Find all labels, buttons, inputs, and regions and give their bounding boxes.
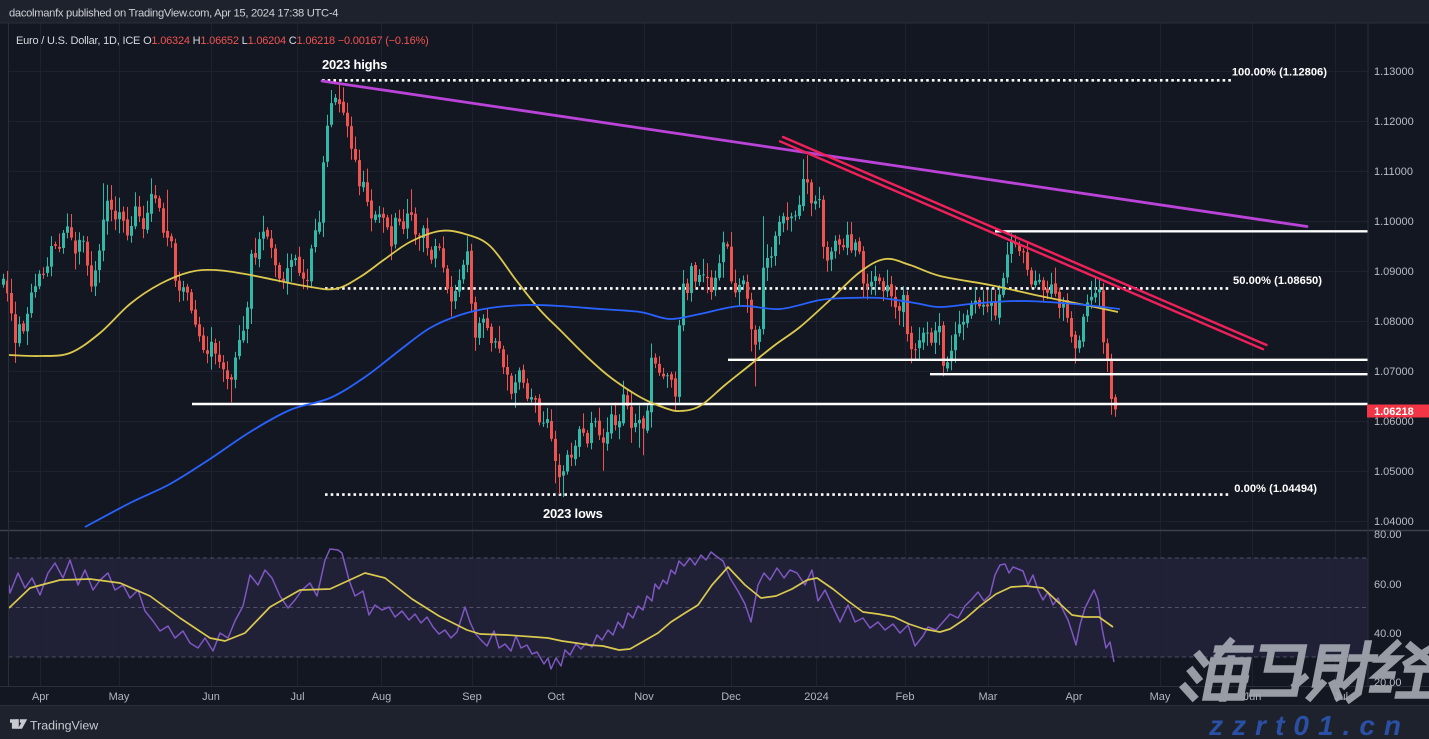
svg-text:1.05000: 1.05000 — [1374, 466, 1414, 478]
svg-text:0.00% (1.04494): 0.00% (1.04494) — [1234, 483, 1317, 495]
svg-text:1.06000: 1.06000 — [1374, 416, 1414, 428]
svg-text:2023 highs: 2023 highs — [322, 57, 387, 72]
svg-text:Mar: Mar — [979, 691, 998, 703]
svg-text:60.00: 60.00 — [1374, 579, 1402, 591]
svg-text:May: May — [109, 691, 130, 703]
svg-text:1.10000: 1.10000 — [1374, 216, 1414, 228]
svg-text:1.11000: 1.11000 — [1374, 166, 1413, 178]
svg-text:TradingView: TradingView — [30, 719, 98, 733]
svg-text:Oct: Oct — [547, 691, 564, 703]
svg-text:2023 lows: 2023 lows — [543, 506, 603, 521]
svg-text:Feb: Feb — [896, 691, 915, 703]
svg-text:zzrt01.cn: zzrt01.cn — [1208, 710, 1410, 739]
svg-text:1.07000: 1.07000 — [1374, 366, 1414, 378]
svg-text:Apr: Apr — [32, 691, 49, 703]
svg-text:Nov: Nov — [634, 691, 654, 703]
svg-text:40.00: 40.00 — [1374, 628, 1402, 640]
svg-text:Jul: Jul — [290, 691, 304, 703]
svg-text:1.09000: 1.09000 — [1374, 266, 1414, 278]
svg-text:Euro / U.S. Dollar, 1D, ICE O1: Euro / U.S. Dollar, 1D, ICE O1.06324 H1.… — [16, 35, 429, 47]
svg-text:50.00% (1.08650): 50.00% (1.08650) — [1233, 275, 1322, 287]
svg-text:dacolmanfx published on Tradin: dacolmanfx published on TradingView.com,… — [9, 8, 338, 20]
svg-text:1.12000: 1.12000 — [1374, 116, 1414, 128]
svg-text:Jun: Jun — [202, 691, 220, 703]
svg-text:1.04000: 1.04000 — [1374, 516, 1414, 528]
svg-text:80.00: 80.00 — [1374, 529, 1402, 541]
svg-text:Apr: Apr — [1065, 691, 1082, 703]
svg-text:May: May — [1150, 691, 1171, 703]
svg-text:1.08000: 1.08000 — [1374, 316, 1414, 328]
svg-text:2024: 2024 — [804, 691, 828, 703]
svg-text:Aug: Aug — [372, 691, 392, 703]
svg-text:1.13000: 1.13000 — [1374, 66, 1414, 78]
svg-text:Dec: Dec — [721, 691, 741, 703]
svg-text:1.06218: 1.06218 — [1374, 406, 1414, 418]
svg-text:100.00% (1.12806): 100.00% (1.12806) — [1232, 67, 1327, 79]
svg-text:Sep: Sep — [462, 691, 482, 703]
